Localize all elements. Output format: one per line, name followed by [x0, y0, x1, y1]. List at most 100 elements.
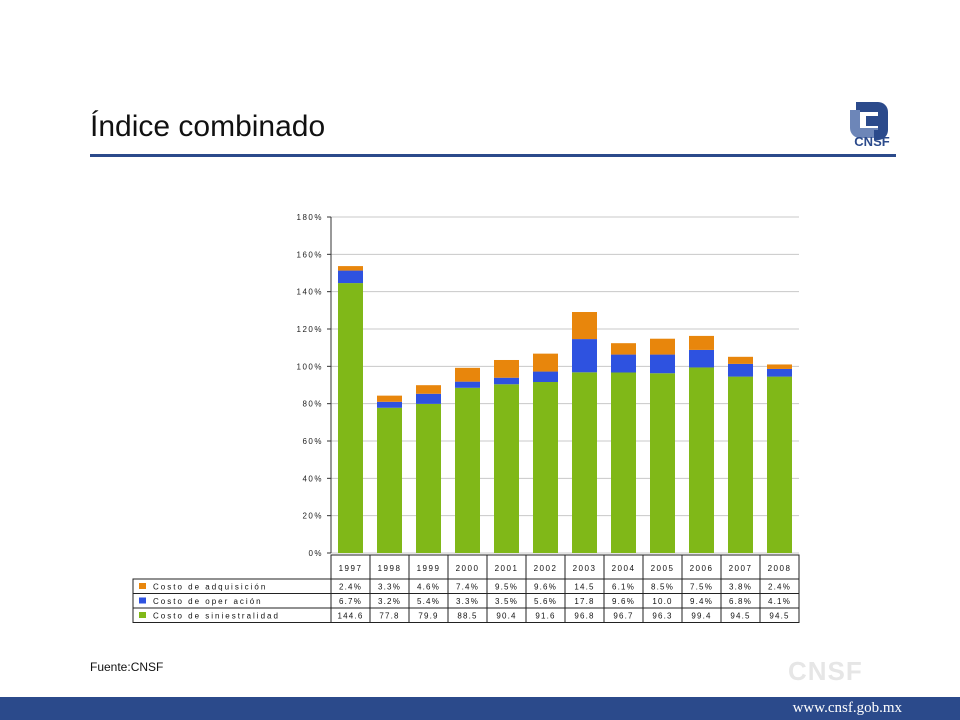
y-tick-label: 60% — [302, 437, 323, 446]
x-tick-label: 2003 — [573, 564, 597, 573]
source-note: Fuente:CNSF — [90, 660, 164, 674]
data-label: 9.4% — [690, 597, 713, 606]
bar-costo-de-siniestralidad-2001 — [494, 384, 519, 553]
x-tick-label: 2000 — [456, 564, 480, 573]
data-label: 4.6% — [417, 583, 440, 592]
bar-costo-de-siniestralidad-2003 — [572, 372, 597, 553]
bar-costo-de-adquisición-2005 — [650, 338, 675, 355]
bar-costo-de-siniestralidad-2002 — [533, 382, 558, 553]
y-tick-label: 100% — [297, 362, 323, 371]
bar-costo-de-oper-ación-2000 — [455, 381, 480, 388]
bar-costo-de-siniestralidad-1999 — [416, 403, 441, 553]
legend-label: Costo de siniestralidad — [153, 612, 280, 621]
bar-costo-de-siniestralidad-2007 — [728, 376, 753, 553]
bar-costo-de-siniestralidad-1998 — [377, 407, 402, 553]
data-label: 91.6 — [535, 612, 555, 621]
data-label: 6.7% — [339, 597, 362, 606]
footer-url-link[interactable]: www.cnsf.gob.mx — [792, 700, 902, 716]
data-label: 9.6% — [534, 583, 557, 592]
bar-costo-de-oper-ación-2004 — [611, 354, 636, 373]
data-label: 6.1% — [612, 583, 635, 592]
bar-costo-de-adquisición-2001 — [494, 359, 519, 378]
bar-costo-de-oper-ación-1997 — [338, 270, 363, 284]
data-label: 7.4% — [456, 583, 479, 592]
y-tick-label: 160% — [297, 250, 323, 259]
x-tick-label: 2008 — [768, 564, 792, 573]
y-tick-label: 0% — [308, 549, 323, 558]
logo-label: CNSF — [854, 134, 890, 149]
x-tick-label: 2002 — [534, 564, 558, 573]
bar-costo-de-siniestralidad-2006 — [689, 367, 714, 553]
legend-label: Costo de adquisición — [153, 583, 267, 592]
data-label: 3.2% — [378, 597, 401, 606]
bar-costo-de-oper-ación-2001 — [494, 377, 519, 385]
data-label: 90.4 — [496, 612, 516, 621]
data-label: 94.5 — [730, 612, 750, 621]
data-label: 5.4% — [417, 597, 440, 606]
data-label: 77.8 — [379, 612, 399, 621]
data-label: 79.9 — [418, 612, 438, 621]
data-label: 3.3% — [378, 583, 401, 592]
data-label: 14.5 — [574, 583, 594, 592]
x-tick-label: 1997 — [339, 564, 363, 573]
y-tick-label: 40% — [302, 474, 323, 483]
bar-costo-de-adquisición-2006 — [689, 335, 714, 350]
x-tick-label: 2001 — [495, 564, 519, 573]
data-label: 9.5% — [495, 583, 518, 592]
bar-costo-de-oper-ación-1998 — [377, 401, 402, 408]
y-tick-label: 20% — [302, 512, 323, 521]
bar-costo-de-adquisición-1999 — [416, 385, 441, 394]
data-label: 3.3% — [456, 597, 479, 606]
data-label: 96.7 — [613, 612, 633, 621]
data-label: 3.8% — [729, 583, 752, 592]
y-tick-label: 80% — [302, 400, 323, 409]
data-label: 4.1% — [768, 597, 791, 606]
bar-costo-de-siniestralidad-2005 — [650, 373, 675, 553]
y-tick-label: 140% — [297, 288, 323, 297]
bar-costo-de-oper-ación-2006 — [689, 349, 714, 368]
page-title: Índice combinado — [90, 110, 326, 143]
bar-costo-de-adquisición-2003 — [572, 312, 597, 340]
bar-costo-de-adquisición-2004 — [611, 343, 636, 355]
bar-costo-de-adquisición-1998 — [377, 395, 402, 402]
bar-costo-de-adquisición-2002 — [533, 353, 558, 372]
bar-costo-de-oper-ación-2007 — [728, 363, 753, 377]
data-label: 9.6% — [612, 597, 635, 606]
title-divider — [90, 154, 896, 157]
data-label: 8.5% — [651, 583, 674, 592]
x-tick-label: 1999 — [417, 564, 441, 573]
bar-costo-de-oper-ación-2005 — [650, 354, 675, 374]
data-label: 6.8% — [729, 597, 752, 606]
x-tick-label: 1998 — [378, 564, 402, 573]
bar-costo-de-siniestralidad-2000 — [455, 387, 480, 553]
bar-costo-de-siniestralidad-2004 — [611, 372, 636, 553]
bar-costo-de-oper-ación-1999 — [416, 393, 441, 404]
data-label: 2.4% — [768, 583, 791, 592]
legend-label: Costo de oper ación — [153, 597, 263, 606]
bar-costo-de-siniestralidad-2008 — [767, 376, 792, 553]
table-cell — [759, 607, 800, 623]
y-tick-label: 120% — [297, 325, 323, 334]
data-label: 88.5 — [457, 612, 477, 621]
legend-swatch — [139, 583, 146, 589]
data-label: 2.4% — [339, 583, 362, 592]
cnsf-logo-icon — [850, 102, 888, 140]
data-label: 96.3 — [652, 612, 672, 621]
x-tick-label: 2004 — [612, 564, 636, 573]
data-label: 94.5 — [769, 612, 789, 621]
legend-swatch — [139, 612, 146, 618]
x-tick-label: 2005 — [651, 564, 675, 573]
x-tick-label: 2007 — [729, 564, 753, 573]
watermark-logo: CNSF — [788, 656, 863, 686]
data-label: 96.8 — [574, 612, 594, 621]
bar-costo-de-oper-ación-2003 — [572, 339, 597, 373]
footer-bar — [0, 697, 960, 720]
bar-costo-de-adquisición-2000 — [455, 367, 480, 382]
data-label: 144.6 — [337, 612, 363, 621]
legend-swatch — [139, 597, 146, 604]
bar-costo-de-adquisición-2007 — [728, 356, 753, 364]
data-label: 10.0 — [652, 597, 672, 606]
x-tick-label: 2006 — [690, 564, 714, 573]
data-label: 99.4 — [691, 612, 711, 621]
